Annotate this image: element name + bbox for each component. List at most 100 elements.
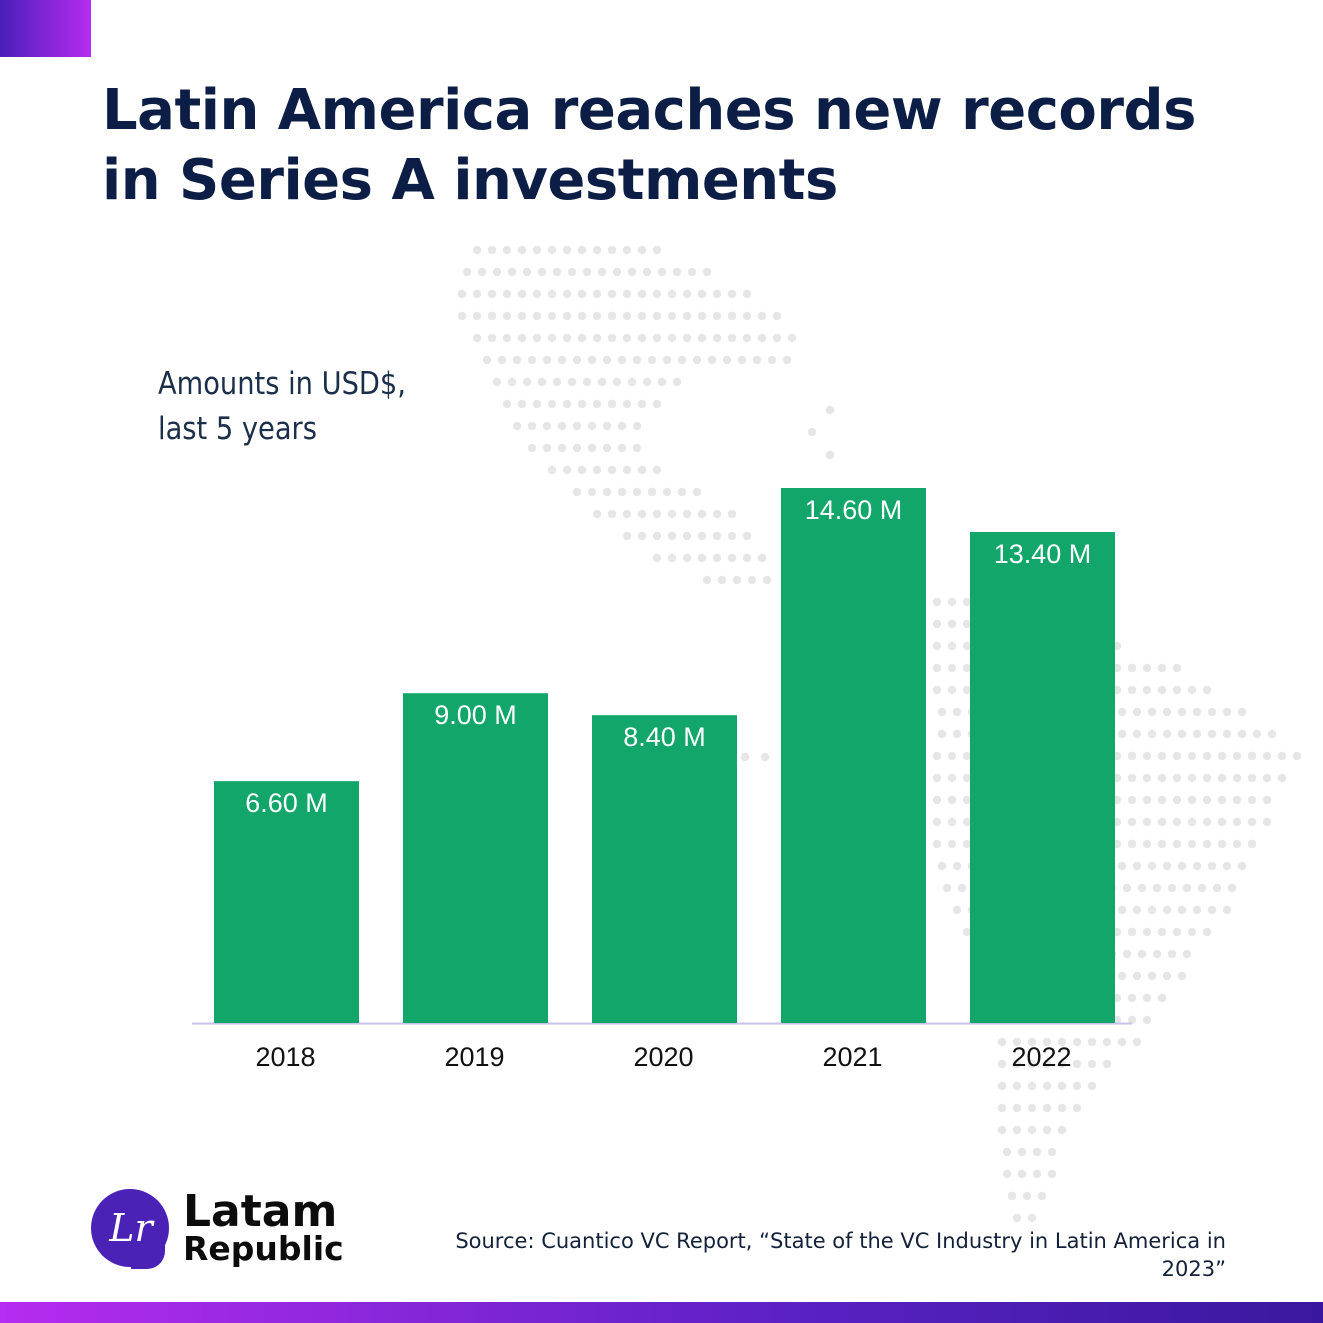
map-dot bbox=[1012, 1037, 1022, 1047]
map-dot bbox=[997, 1037, 1007, 1047]
map-dot bbox=[627, 267, 637, 277]
map-dot bbox=[612, 377, 622, 387]
map-dot bbox=[652, 333, 662, 343]
map-dot bbox=[1072, 1037, 1082, 1047]
map-dot bbox=[742, 289, 752, 299]
map-dot bbox=[825, 405, 835, 415]
map-dot bbox=[652, 465, 662, 475]
map-dot bbox=[932, 773, 942, 783]
map-dot bbox=[1072, 1081, 1082, 1091]
map-dot bbox=[1087, 1037, 1097, 1047]
map-dot bbox=[1012, 1125, 1022, 1135]
map-dot bbox=[1087, 1059, 1097, 1069]
map-dot bbox=[742, 531, 752, 541]
map-dot bbox=[1172, 839, 1182, 849]
map-dot bbox=[572, 355, 582, 365]
map-dot bbox=[932, 619, 942, 629]
map-dot bbox=[547, 289, 557, 299]
map-dot bbox=[962, 641, 972, 651]
map-dot bbox=[572, 443, 582, 453]
map-dot bbox=[637, 311, 647, 321]
map-dot bbox=[702, 267, 712, 277]
map-dot bbox=[1192, 861, 1202, 871]
map-dot bbox=[1142, 795, 1152, 805]
map-dot bbox=[472, 245, 482, 255]
map-dot bbox=[767, 355, 777, 365]
map-dot bbox=[962, 817, 972, 827]
map-dot bbox=[947, 751, 957, 761]
map-dot bbox=[577, 311, 587, 321]
map-dot bbox=[1142, 993, 1152, 1003]
map-dot bbox=[682, 333, 692, 343]
map-dot bbox=[532, 399, 542, 409]
map-dot bbox=[727, 311, 737, 321]
map-dot bbox=[1217, 751, 1227, 761]
map-dot bbox=[722, 355, 732, 365]
map-dot bbox=[1232, 817, 1242, 827]
map-dot bbox=[637, 509, 647, 519]
map-dot bbox=[652, 531, 662, 541]
map-dot bbox=[1262, 795, 1272, 805]
map-dot bbox=[1192, 707, 1202, 717]
map-dot bbox=[1142, 751, 1152, 761]
map-dot bbox=[1202, 839, 1212, 849]
map-dot bbox=[1247, 751, 1257, 761]
map-dot bbox=[587, 487, 597, 497]
map-dot bbox=[1177, 707, 1187, 717]
map-dot bbox=[1012, 1059, 1022, 1069]
map-dot bbox=[607, 399, 617, 409]
map-dot bbox=[562, 245, 572, 255]
map-dot bbox=[582, 377, 592, 387]
map-dot bbox=[962, 685, 972, 695]
map-dot bbox=[932, 839, 942, 849]
map-dot bbox=[1207, 707, 1217, 717]
map-dot bbox=[632, 487, 642, 497]
map-dot bbox=[782, 355, 792, 365]
map-dot bbox=[1172, 663, 1182, 673]
map-dot bbox=[727, 289, 737, 299]
chart-title: Latin America reaches new records in Ser… bbox=[102, 78, 1196, 213]
map-dot bbox=[1187, 773, 1197, 783]
map-dot bbox=[547, 399, 557, 409]
map-dot bbox=[952, 729, 962, 739]
bar-2019 bbox=[403, 693, 548, 1023]
map-dot bbox=[472, 311, 482, 321]
map-dot bbox=[962, 927, 972, 937]
map-dot bbox=[1172, 751, 1182, 761]
map-dot bbox=[1132, 1037, 1142, 1047]
map-dot bbox=[947, 773, 957, 783]
map-dot bbox=[1102, 1059, 1112, 1069]
map-dot bbox=[1167, 949, 1177, 959]
map-dot bbox=[547, 311, 557, 321]
map-dot bbox=[512, 355, 522, 365]
map-dot bbox=[1222, 905, 1232, 915]
map-dot bbox=[807, 427, 817, 437]
map-dot bbox=[1172, 685, 1182, 695]
map-dot bbox=[547, 465, 557, 475]
map-dot bbox=[1142, 663, 1152, 673]
map-dot bbox=[697, 333, 707, 343]
map-dot bbox=[502, 399, 512, 409]
map-dot bbox=[482, 355, 492, 365]
map-dot bbox=[742, 311, 752, 321]
map-dot bbox=[727, 509, 737, 519]
map-dot bbox=[752, 355, 762, 365]
map-dot bbox=[962, 597, 972, 607]
map-dot bbox=[492, 267, 502, 277]
map-dot bbox=[1222, 707, 1232, 717]
map-dot bbox=[527, 421, 537, 431]
x-tick-label-2018: 2018 bbox=[255, 1042, 315, 1072]
map-dot bbox=[537, 267, 547, 277]
map-dot bbox=[682, 311, 692, 321]
map-dot bbox=[1197, 883, 1207, 893]
map-dot bbox=[1122, 883, 1132, 893]
map-dot bbox=[607, 245, 617, 255]
map-dot bbox=[1042, 1081, 1052, 1091]
map-dot bbox=[652, 311, 662, 321]
map-dot bbox=[652, 289, 662, 299]
map-dot bbox=[947, 641, 957, 651]
map-dot bbox=[607, 509, 617, 519]
map-dot bbox=[1057, 1059, 1067, 1069]
map-dot bbox=[522, 267, 532, 277]
map-dot bbox=[627, 377, 637, 387]
